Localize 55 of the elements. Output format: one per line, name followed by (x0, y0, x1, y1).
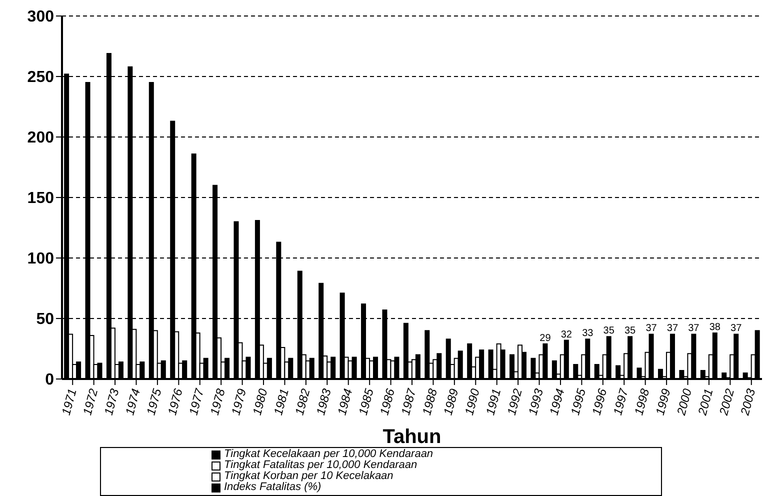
x-tick-label: 1974 (122, 386, 144, 417)
data-label: 37 (688, 323, 700, 334)
x-axis-title: Tahun (382, 426, 442, 448)
data-label: 32 (560, 329, 572, 340)
x-tick-label: 1975 (144, 386, 164, 417)
x-tick-label: 2001 (695, 387, 716, 418)
x-tick-label: 1985 (356, 386, 376, 417)
x-tick-label: 2000 (674, 386, 695, 418)
legend-label: Tingkat Fatalitas per 10,000 Kendaraan (224, 459, 418, 471)
x-tick-label: 1976 (164, 386, 186, 417)
y-tick-label: 50 (36, 311, 54, 328)
x-tick-label: 1984 (334, 386, 356, 417)
x-tick-label: 1990 (462, 386, 482, 417)
x-tick-label: 1993 (526, 386, 546, 417)
data-label: 35 (603, 326, 615, 337)
x-tick-label: 1978 (207, 386, 228, 417)
x-tick-label: 2003 (737, 386, 758, 418)
data-label: 37 (666, 323, 678, 334)
x-tick-label: 1981 (271, 387, 292, 417)
x-tick-label: 1997 (610, 386, 632, 417)
y-tick-label: 150 (27, 190, 54, 208)
y-tick-label: 0 (45, 372, 54, 389)
x-tick-label: 1991 (483, 387, 504, 417)
x-tick-label: 1982 (292, 386, 313, 417)
y-tick-label: 250 (27, 69, 54, 86)
data-label: 33 (582, 328, 594, 340)
x-tick-label: 1999 (652, 386, 674, 417)
data-label: 37 (730, 323, 742, 334)
legend-label: Indeks Fatalitas (%) (224, 481, 322, 493)
x-tick-label: 1988 (420, 386, 440, 417)
data-label: 37 (646, 323, 658, 334)
data-label: 29 (540, 332, 552, 344)
data-label: 35 (624, 326, 636, 337)
x-tick-label: 1980 (250, 386, 270, 417)
x-tick-label: 1994 (546, 386, 568, 417)
x-tick-label: 1992 (504, 386, 525, 417)
x-tick-label: 1971 (58, 387, 80, 417)
x-tick-label: 1973 (101, 386, 122, 417)
y-tick-label: 100 (27, 250, 54, 268)
y-tick-label: 200 (27, 130, 54, 147)
x-tick-label: 1972 (80, 386, 101, 417)
y-tick-label: 300 (27, 8, 54, 26)
x-tick-label: 1979 (228, 386, 250, 417)
x-tick-label: 1998 (632, 386, 652, 417)
legend-label: Tingkat Kecelakaan per 10,000 Kendaraan (224, 448, 434, 460)
x-tick-label: 1987 (398, 386, 420, 417)
data-label: 38 (709, 322, 721, 334)
x-tick-label: 1977 (186, 386, 207, 417)
x-tick-label: 1986 (377, 386, 398, 417)
x-tick-label: 1983 (313, 386, 334, 417)
x-tick-label: 1996 (589, 386, 610, 417)
x-tick-label: 1989 (440, 386, 462, 417)
x-tick-label: 2002 (716, 386, 738, 418)
x-tick-label: 1995 (568, 386, 589, 417)
legend-label: Tingkat Korban per 10 Kecelakaan (224, 470, 394, 482)
